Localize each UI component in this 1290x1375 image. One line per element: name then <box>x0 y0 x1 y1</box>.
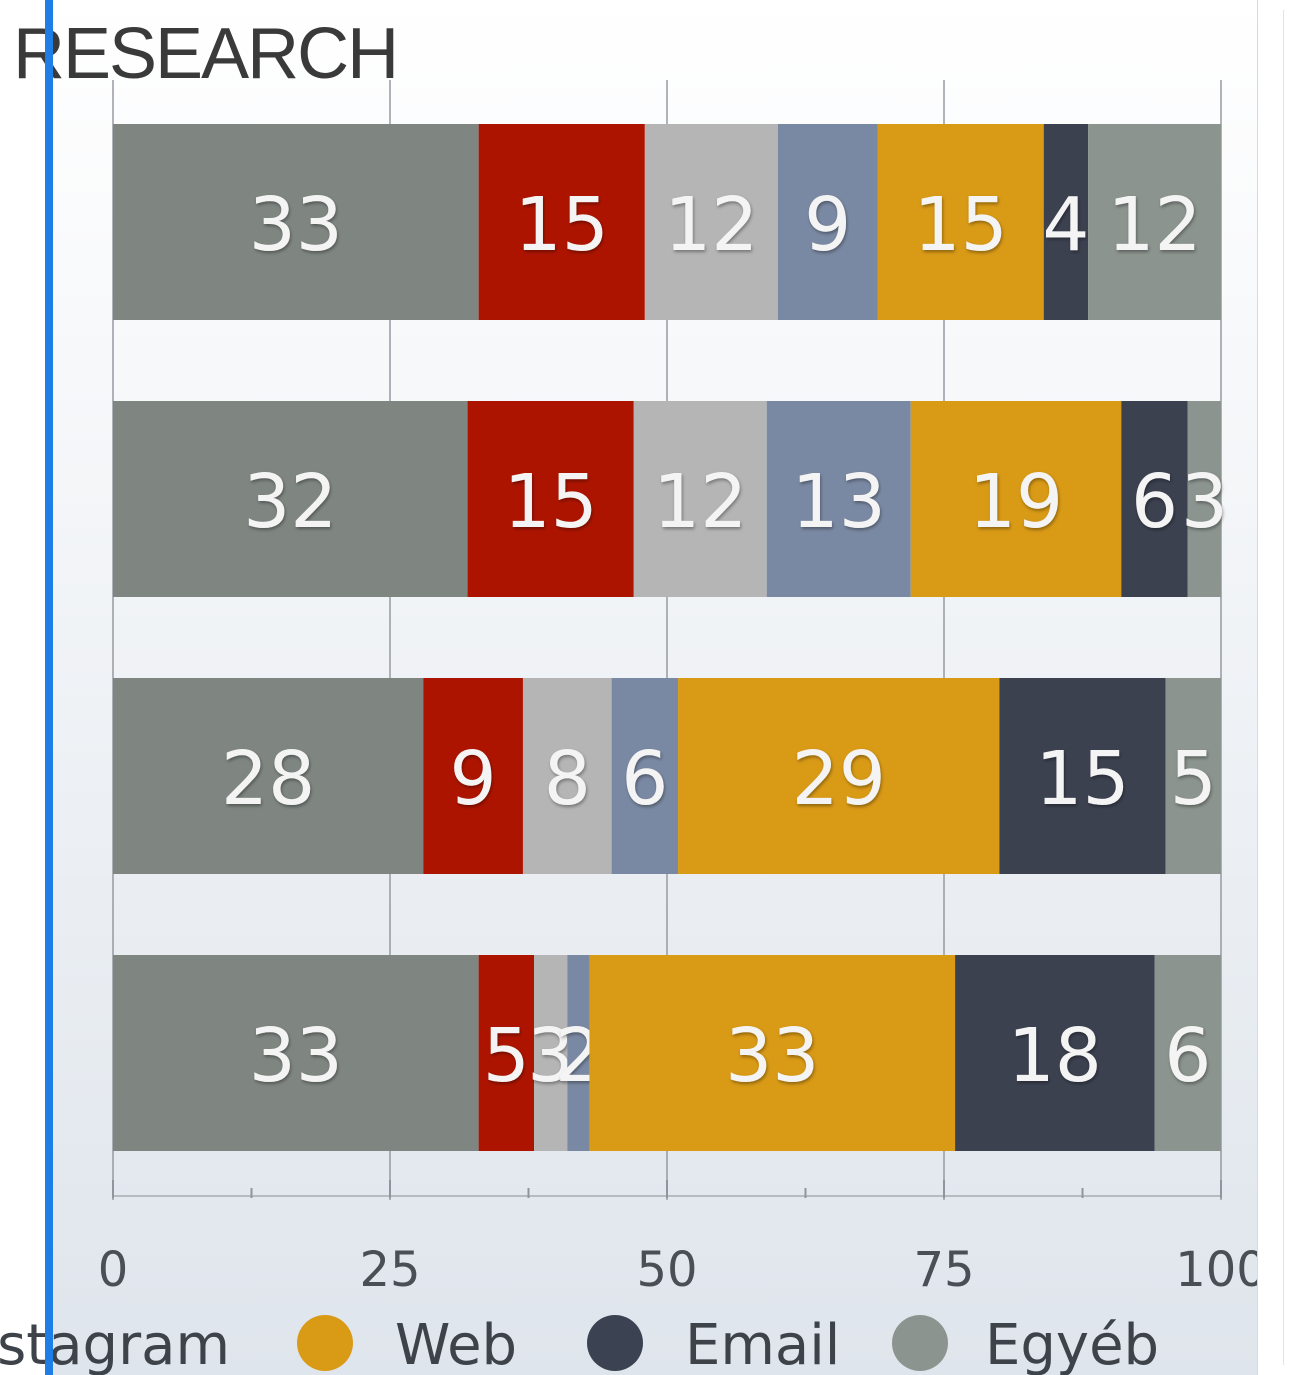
legend-item: Email <box>587 1313 840 1375</box>
bar-segment <box>589 955 956 1151</box>
bar-segment <box>766 401 911 597</box>
bar-value-label: 15 <box>1035 736 1129 822</box>
bar-segment <box>113 124 479 320</box>
x-tick-label: 100 <box>1175 1242 1267 1298</box>
adjacent-panel <box>1257 0 1290 1375</box>
bar-segment <box>467 401 634 597</box>
bar-value-label: 8 <box>544 736 591 822</box>
bar-value-label: 5 <box>483 1013 530 1099</box>
legend-item: Egyéb <box>892 1313 1159 1375</box>
legend-swatch <box>892 1315 948 1371</box>
bar-segment <box>644 124 778 320</box>
bar-value-label: 12 <box>664 182 758 268</box>
bar-segment <box>534 955 568 1151</box>
bar-segment <box>633 401 767 597</box>
legend-label: Web <box>395 1313 517 1375</box>
legend-label: Instagram <box>0 1313 230 1375</box>
bar-segment <box>877 124 1044 320</box>
bar-segment <box>478 124 645 320</box>
bar-value-label: 13 <box>792 459 886 545</box>
bar-value-label: 12 <box>653 459 747 545</box>
bar-segment <box>567 955 590 1151</box>
bar-value-label: 6 <box>1164 1013 1211 1099</box>
bar-value-label: 9 <box>804 182 851 268</box>
bar-value-label: 33 <box>249 1013 343 1099</box>
bar-row: 33 15 12 9 15 4 12 <box>113 124 1221 320</box>
bar-segment <box>113 678 424 874</box>
bar-segment <box>522 678 612 874</box>
legend-label: Email <box>685 1313 840 1375</box>
bar-value-label: 33 <box>249 182 343 268</box>
x-tick-label: 75 <box>913 1242 974 1298</box>
bar-value-label: 15 <box>504 459 598 545</box>
legend-item: Web <box>297 1313 517 1375</box>
bar-segment <box>1121 401 1188 597</box>
bar-segment <box>1165 678 1221 874</box>
legend-item: Instagram <box>0 1313 230 1375</box>
bar-segment <box>113 401 468 597</box>
legend: Instagram Web Email Egyéb <box>0 1313 1159 1375</box>
x-axis: 0 25 50 75 100 <box>98 1180 1267 1298</box>
bar-segment <box>1154 955 1221 1151</box>
bar-value-label: 6 <box>621 736 668 822</box>
bar-value-label: 32 <box>243 459 337 545</box>
bar-value-label: 4 <box>1042 182 1089 268</box>
bar-value-label: 28 <box>221 736 315 822</box>
page-heading: RESEARCH <box>13 14 397 94</box>
bar-value-label: 19 <box>969 459 1063 545</box>
bar-value-label: 12 <box>1107 182 1201 268</box>
bar-segment <box>999 678 1166 874</box>
x-tick-label: 0 <box>98 1242 129 1298</box>
bar-segment <box>113 955 479 1151</box>
bar-segment <box>1043 124 1089 320</box>
bar-segment <box>1187 401 1221 597</box>
bar-value-label: 9 <box>450 736 497 822</box>
bar-value-label: 15 <box>914 182 1008 268</box>
bar-value-label: 3 <box>527 1013 574 1099</box>
bar-segment <box>910 401 1122 597</box>
legend-swatch <box>587 1315 643 1371</box>
bar-segment <box>1088 124 1221 320</box>
bar-value-label: 15 <box>515 182 609 268</box>
x-tick-label: 25 <box>359 1242 420 1298</box>
bar-segment <box>777 124 878 320</box>
legend-label: Egyéb <box>985 1313 1159 1375</box>
bar-value-label: 18 <box>1008 1013 1102 1099</box>
bar-segment <box>478 955 535 1151</box>
bar-segment <box>611 678 679 874</box>
bar-segment <box>423 678 523 874</box>
panel-divider <box>1283 10 1284 1365</box>
bar-segment <box>678 678 1000 874</box>
bar-value-label: 3 <box>1181 459 1228 545</box>
bar-row: 28 9 8 6 29 15 5 <box>113 678 1221 874</box>
bar-segment <box>955 955 1155 1151</box>
legend-swatch <box>297 1315 353 1371</box>
bar-row: 32 15 12 13 19 6 3 <box>113 401 1228 597</box>
bar-row: 33 532 33 18 6 <box>113 955 1221 1151</box>
bar-value-label: 6 <box>1131 459 1178 545</box>
x-tick-label: 50 <box>636 1242 697 1298</box>
bar-value-label: 33 <box>725 1013 819 1099</box>
bar-value-label: 29 <box>792 736 886 822</box>
window-edge-accent <box>45 0 53 1375</box>
bar-value-label: 5 <box>1170 736 1217 822</box>
